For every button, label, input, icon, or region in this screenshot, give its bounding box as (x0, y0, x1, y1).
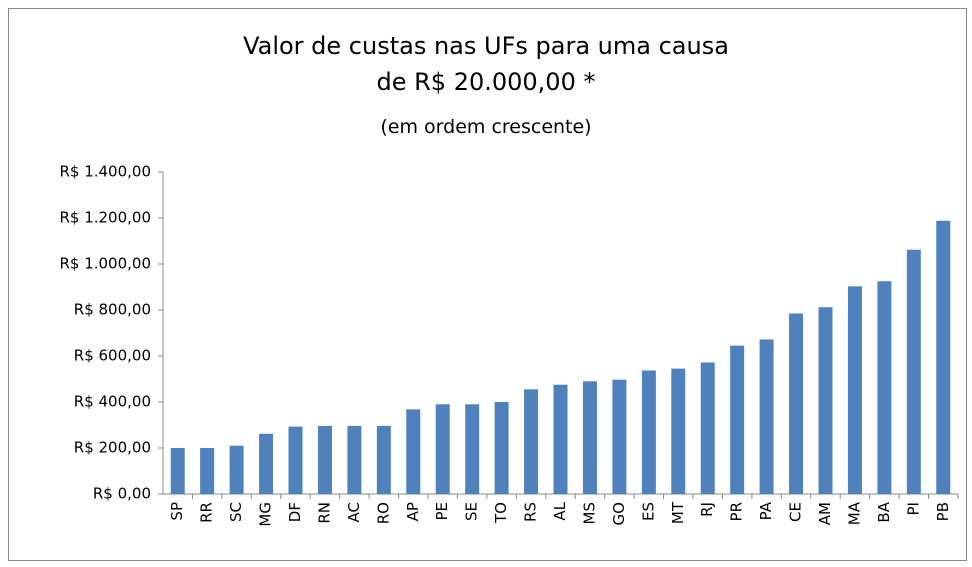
x-tick-label: PE (433, 502, 451, 521)
x-tick-label: AM (816, 502, 834, 525)
bar (317, 425, 332, 494)
bar (200, 448, 215, 494)
y-tick-label: R$ 200,00 (74, 439, 151, 457)
bar (936, 220, 951, 494)
x-tick-label: DF (286, 502, 304, 522)
y-tick-label: R$ 0,00 (93, 485, 151, 503)
bar (759, 339, 774, 494)
x-tick-label: CE (787, 502, 805, 522)
bar (406, 409, 421, 494)
bar (259, 433, 274, 494)
x-tick-label: SC (227, 502, 245, 522)
x-tick-label: AC (345, 502, 363, 522)
bar (465, 404, 480, 494)
x-tick-label: PI (904, 502, 922, 515)
bar (906, 249, 921, 494)
chart-title: Valor de custas nas UFs para uma causa d… (243, 32, 729, 96)
x-tick-label: RR (198, 502, 216, 523)
bar (700, 362, 715, 494)
chart-border (8, 8, 967, 561)
y-tick-label: R$ 1.200,00 (59, 209, 151, 227)
chart-subtitle: (em ordem crescente) (380, 116, 592, 138)
bar (818, 307, 833, 494)
x-tick-label: MA (845, 501, 863, 525)
x-tick-label: SE (463, 502, 481, 521)
bar (671, 368, 686, 494)
bar (641, 370, 656, 494)
bar (524, 389, 539, 494)
bar (288, 426, 303, 494)
x-tick-label: RO (374, 502, 392, 524)
x-tick-label: PA (757, 501, 775, 520)
x-tick-label: SP (168, 502, 186, 521)
x-tick-label: TO (492, 502, 510, 524)
x-tick-label: AP (404, 502, 422, 521)
y-tick-label: R$ 600,00 (74, 347, 151, 365)
x-tick-label: RJ (698, 502, 716, 517)
bar (582, 381, 597, 494)
bar (494, 402, 509, 494)
x-tick-label: PR (728, 502, 746, 521)
bar (612, 379, 627, 494)
bar (347, 425, 362, 494)
x-tick-label: PB (934, 502, 952, 521)
x-tick-label: MG (257, 502, 275, 527)
bar (847, 286, 862, 494)
x-tick-label: ES (639, 502, 657, 521)
bar (376, 425, 391, 494)
x-tick-label: AL (551, 501, 569, 520)
bar (553, 384, 568, 494)
bar (789, 313, 804, 494)
x-tick-label: GO (610, 502, 628, 525)
x-tick-label: BA (875, 501, 893, 522)
bar (435, 404, 450, 494)
y-tick-label: R$ 400,00 (74, 393, 151, 411)
x-tick-label: MT (669, 501, 687, 524)
bar (730, 345, 745, 494)
bar (877, 281, 892, 494)
x-tick-label: RN (315, 502, 333, 524)
x-tick-label: RS (522, 502, 540, 522)
y-tick-label: R$ 1.400,00 (59, 163, 151, 181)
y-tick-label: R$ 800,00 (74, 301, 151, 319)
y-tick-label: R$ 1.000,00 (59, 255, 151, 273)
x-tick-label: MS (580, 502, 598, 524)
bar (229, 445, 244, 494)
bar (170, 448, 185, 494)
